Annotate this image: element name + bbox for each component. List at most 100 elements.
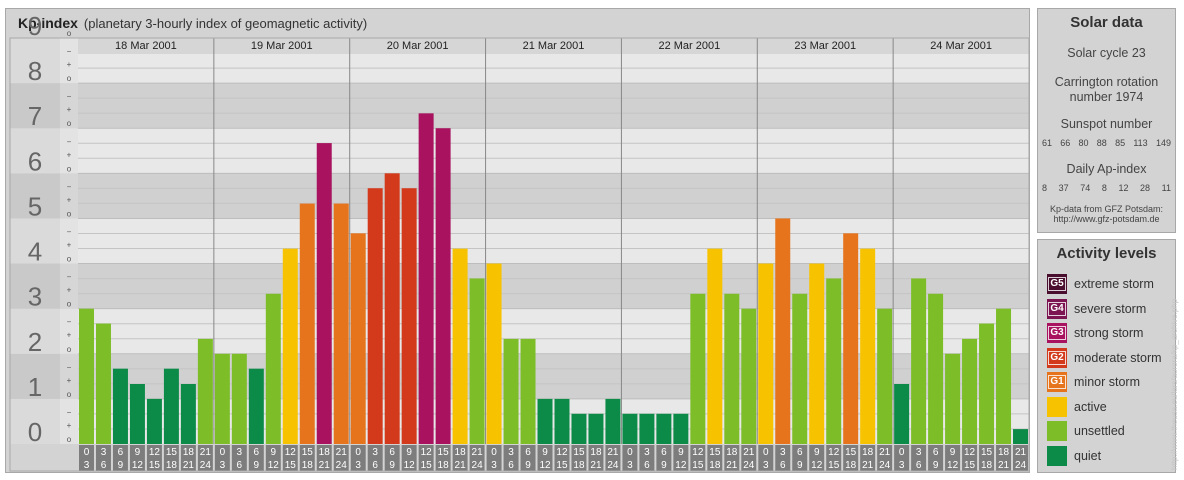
y-minor-label: − — [67, 137, 72, 146]
hour-end-label: 24 — [472, 460, 484, 471]
hour-cell — [554, 445, 570, 471]
day-label: 18 Mar 2001 — [115, 40, 177, 52]
ap-value: 12 — [1118, 183, 1129, 193]
hour-cell — [333, 445, 349, 471]
y-minor-label: + — [67, 286, 72, 295]
sunspot-value: 80 — [1078, 138, 1089, 148]
y-tick-label: 0 — [28, 417, 42, 447]
hour-cell — [265, 445, 281, 471]
hour-end-label: 6 — [916, 460, 922, 471]
hour-start-label: 15 — [166, 447, 178, 458]
hour-end-label: 6 — [508, 460, 514, 471]
legend-label: moderate storm — [1074, 350, 1162, 365]
y-minor-label: o — [67, 345, 72, 354]
hour-end-label: 6 — [101, 460, 107, 471]
hour-end-label: 15 — [828, 460, 840, 471]
hour-cell — [384, 445, 400, 471]
hour-cell — [826, 445, 842, 471]
hour-end-label: 21 — [862, 460, 874, 471]
legend-label: strong storm — [1074, 326, 1144, 340]
hour-end-label: 9 — [254, 460, 260, 471]
hour-cell — [503, 445, 519, 471]
y-minor-label: o — [67, 300, 72, 309]
plot-band — [78, 218, 1029, 264]
hour-end-label: 9 — [661, 460, 667, 471]
ap-values: 8 37 74 8 12 28 11 — [1042, 183, 1171, 193]
y-minor-label: o — [67, 164, 72, 173]
kp-bar — [197, 338, 213, 444]
y-band-label-bg — [10, 218, 60, 264]
hour-end-label: 3 — [763, 460, 769, 471]
hour-start-label: 3 — [780, 447, 786, 458]
y-band-label-bg — [10, 38, 60, 84]
ap-value: 8 — [1101, 183, 1107, 193]
hour-end-label: 9 — [389, 460, 395, 471]
hour-start-label: 15 — [981, 447, 993, 458]
legend-badge: G5 — [1048, 277, 1066, 291]
legend-item: G3 strong storm — [1047, 323, 1143, 343]
legend-label: minor storm — [1074, 375, 1140, 389]
hour-end-label: 3 — [355, 460, 361, 471]
kp-bar — [605, 398, 621, 444]
hour-cell — [79, 445, 94, 471]
hour-cell — [350, 445, 366, 471]
kp-bar — [724, 293, 740, 444]
y-minor-label: o — [67, 255, 72, 264]
hour-end-label: 6 — [780, 460, 786, 471]
hour-start-label: 6 — [933, 447, 939, 458]
hour-end-label: 18 — [845, 460, 857, 471]
kp-bar — [486, 263, 502, 444]
kp-bar — [180, 384, 196, 444]
hour-end-label: 21 — [726, 460, 738, 471]
kp-bar — [503, 338, 519, 444]
y-minor-label: o — [67, 209, 72, 218]
kp-bar — [962, 338, 978, 444]
sunspot-value: 113 — [1133, 138, 1148, 148]
hour-end-label: 15 — [285, 460, 297, 471]
sunspot-title: Sunspot number — [1060, 117, 1153, 131]
kp-bar — [146, 398, 162, 444]
chart-subtitle: (planetary 3-hourly index of geomagnetic… — [83, 16, 368, 31]
legend-label: active — [1074, 399, 1107, 414]
y-minor-label: + — [67, 60, 72, 69]
y-tick-label: 1 — [28, 372, 42, 402]
hour-cell — [707, 445, 723, 471]
y-minor-band — [60, 308, 78, 354]
hour-start-label: 18 — [726, 447, 738, 458]
sunspot-value: 149 — [1155, 138, 1171, 148]
kp-bar — [401, 188, 417, 444]
hour-end-label: 15 — [421, 460, 433, 471]
hour-end-label: 3 — [84, 460, 90, 471]
day-label: 24 Mar 2001 — [930, 40, 992, 52]
kp-bar — [622, 413, 638, 444]
hour-cell — [809, 445, 825, 471]
kp-bar — [741, 308, 757, 444]
y-minor-label: o — [67, 119, 72, 128]
hour-end-label: 21 — [455, 460, 467, 471]
hour-cell — [486, 445, 502, 471]
y-minor-label: + — [67, 150, 72, 159]
legend-badge: G3 — [1048, 326, 1066, 340]
hour-cell — [928, 445, 944, 471]
hour-start-label: 9 — [406, 447, 412, 458]
y-tick-label: 7 — [28, 101, 42, 131]
hour-cell — [588, 445, 604, 471]
hour-end-label: 12 — [539, 460, 551, 471]
ap-value: 37 — [1058, 183, 1069, 193]
hour-cell — [452, 445, 468, 471]
day-header-bg — [78, 38, 1029, 52]
plot-band — [78, 173, 1029, 219]
hour-end-label: 24 — [336, 460, 348, 471]
hour-end-label: 18 — [573, 460, 585, 471]
y-band-label-bg — [10, 353, 60, 399]
hour-start-label: 12 — [692, 447, 704, 458]
hour-start-label: 9 — [814, 447, 820, 458]
legend-item: quiet — [1047, 445, 1101, 466]
solar-data-title: Solar data — [1070, 14, 1143, 31]
hour-cell — [639, 445, 655, 471]
y-minor-band — [60, 353, 78, 399]
hour-start-label: 12 — [828, 447, 840, 458]
hour-cell — [401, 445, 417, 471]
hour-start-label: 12 — [285, 447, 297, 458]
